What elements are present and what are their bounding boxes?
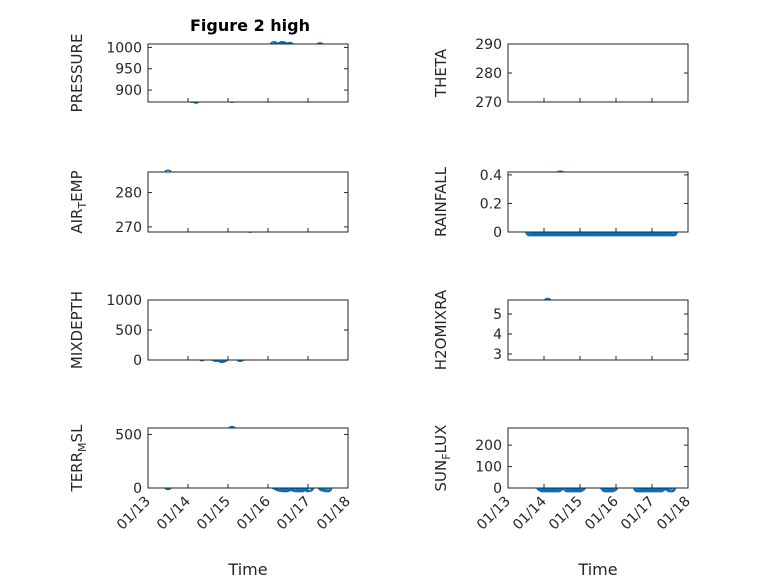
subplot-air_temp: 270 280 AIRTEMP	[68, 169, 349, 236]
y-tick-label: 280	[475, 66, 502, 82]
y-tick-label: 270	[115, 220, 142, 236]
x-axis-label: Time	[577, 560, 617, 579]
x-tick-label: 01/18	[314, 494, 354, 534]
y-tick-label: 1000	[106, 40, 142, 56]
x-tick-label: 01/17	[618, 494, 658, 534]
x-tick-label: 01/18	[654, 494, 694, 534]
y-axis-label: RAINFALL	[432, 166, 450, 237]
axes-box	[147, 171, 349, 233]
y-tick-label: 200	[475, 438, 502, 454]
x-tick-label: 01/13	[474, 494, 514, 534]
y-tick-label: 0	[133, 353, 142, 369]
x-tick-label: 01/14	[154, 493, 194, 533]
x-tick-label: 01/15	[546, 494, 586, 534]
subplot-theta: 270 280 290 THETA	[432, 37, 689, 111]
figure-title: Figure 2 high	[190, 16, 310, 35]
y-tick-label: 3	[493, 347, 502, 363]
x-tick-label: 01/14	[510, 493, 550, 533]
y-tick-label: 900	[115, 83, 142, 99]
y-axis-label: SUNFLUX	[432, 425, 453, 492]
y-tick-label: 270	[475, 95, 502, 111]
y-axis-label: H2OMIXRA	[432, 289, 450, 370]
axes-box	[147, 427, 349, 489]
y-tick-label: 500	[115, 323, 142, 339]
y-tick-label: 500	[115, 427, 142, 443]
y-tick-label: 0.2	[480, 196, 502, 212]
y-axis-label: THETA	[432, 48, 450, 98]
y-tick-label: 950	[115, 62, 142, 78]
y-axis-label: AIRTEMP	[68, 170, 89, 233]
y-tick-label: 4	[493, 327, 502, 343]
subplot-rainfall: 0 0.2 0.4 RAINFALL	[432, 166, 689, 241]
y-tick-label: 0	[133, 481, 142, 497]
subplot-pressure: 900 950 1000 PRESSURE	[68, 34, 349, 113]
y-tick-label: 5	[493, 307, 502, 323]
axes-box	[507, 171, 689, 233]
axes-box	[147, 299, 349, 361]
x-tick-label: 01/15	[194, 494, 234, 534]
y-tick-label: 100	[475, 460, 502, 476]
y-axis-label: MIXDEPTH	[68, 291, 86, 369]
x-tick-label: 01/16	[582, 493, 622, 533]
axes-box	[507, 427, 689, 489]
y-tick-label: 1000	[106, 293, 142, 309]
y-tick-label: 0.4	[480, 168, 502, 184]
subplot-h2omixra: 3 4 5 H2OMIXRA	[432, 289, 689, 370]
y-tick-label: 280	[115, 186, 142, 202]
y-tick-label: 0	[493, 225, 502, 241]
axes-box	[507, 43, 689, 103]
axes-box	[147, 43, 349, 103]
x-tick-label: 01/16	[234, 493, 274, 533]
axes-box	[507, 299, 689, 361]
x-tick-label: 01/17	[274, 494, 314, 534]
y-axis-label: PRESSURE	[68, 34, 86, 113]
y-tick-label: 0	[493, 481, 502, 497]
subplot-terr_msl: 0 500 01/13 01/14 01/15 01/16 01/17 01/18 Time TE…	[68, 424, 354, 579]
y-tick-label: 290	[475, 37, 502, 53]
subplot-mixdepth: 0 500 1000 MIXDEPTH	[68, 291, 349, 369]
x-axis-label: Time	[227, 560, 267, 579]
y-axis-label: TERRMSL	[68, 424, 89, 493]
x-tick-label: 01/13	[114, 494, 154, 534]
